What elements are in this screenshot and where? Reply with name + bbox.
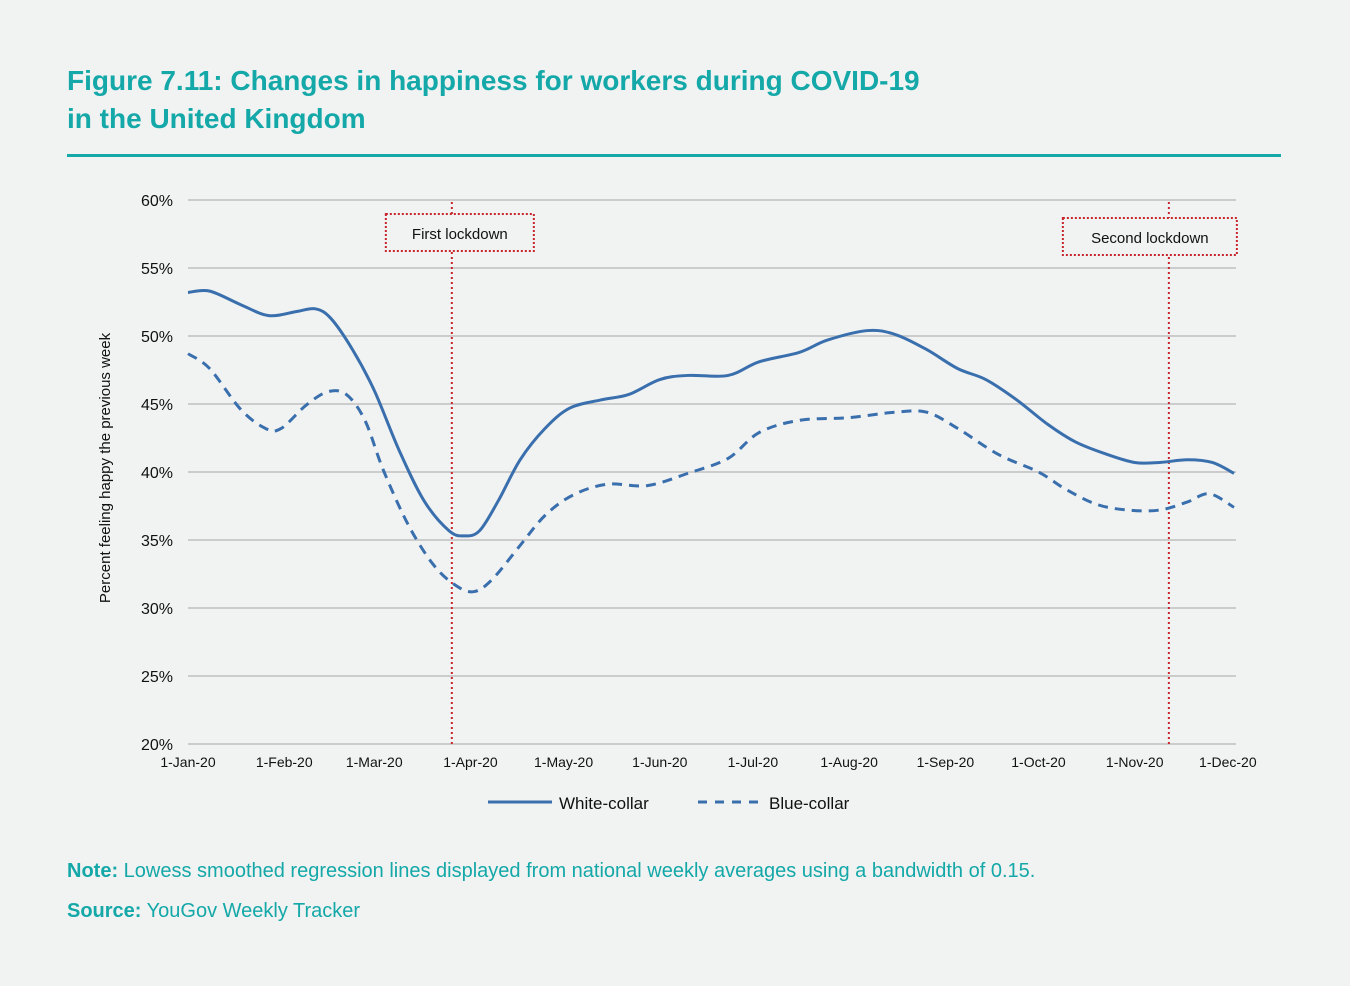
y-tick-label: 50% <box>141 329 173 346</box>
x-tick-label: 1-Sep-20 <box>917 754 975 770</box>
x-tick-label: 1-May-20 <box>534 754 593 770</box>
figure-title: Figure 7.11: Changes in happiness for wo… <box>67 62 1067 138</box>
x-tick-label: 1-Jun-20 <box>632 754 687 770</box>
title-line-2: in the United Kingdom <box>67 103 366 134</box>
x-tick-label: 1-Feb-20 <box>256 754 313 770</box>
x-tick-label: 1-Nov-20 <box>1106 754 1164 770</box>
y-tick-label: 30% <box>141 601 173 618</box>
x-tick-label: 1-Aug-20 <box>820 754 878 770</box>
series-line-white-collar <box>187 288 1235 538</box>
y-tick-label: 25% <box>141 669 173 686</box>
title-divider <box>67 154 1281 157</box>
x-tick-label: 1-Jul-20 <box>728 754 779 770</box>
y-tick-label: 60% <box>141 193 173 210</box>
source-text: YouGov Weekly Tracker <box>141 900 361 922</box>
lockdown-label-box <box>1061 217 1238 256</box>
note-text: Lowess smoothed regression lines display… <box>118 860 1036 882</box>
note-label: Note: <box>67 860 119 882</box>
lockdown-annotations: First lockdown Second lockdown <box>384 202 1238 746</box>
y-tick-label: 20% <box>141 737 173 754</box>
source-label: Source: <box>67 900 142 922</box>
y-tick-label: 45% <box>141 397 173 414</box>
lockdown-label: First lockdown <box>412 226 508 243</box>
x-tick-label: 1-Mar-20 <box>346 754 403 770</box>
lockdown-label: Second lockdown <box>1091 230 1209 247</box>
source: Source: YouGov Weekly Tracker <box>67 900 360 923</box>
legend: White-collar Blue-collar <box>488 794 850 813</box>
x-axis-ticks: 1-Jan-20 1-Feb-20 1-Mar-20 1-Apr-20 1-May-20… <box>160 754 1256 770</box>
y-tick-label: 55% <box>141 261 173 278</box>
y-axis-ticks: 20% 25% 30% 35% 40% 45% 50% 55% 60% <box>141 193 173 754</box>
x-tick-label: 1-Jan-20 <box>160 754 215 770</box>
legend-label: Blue-collar <box>769 794 850 813</box>
y-tick-label: 40% <box>141 465 173 482</box>
y-axis-label: Percent feeling happy the previous week <box>97 332 114 603</box>
x-tick-label: 1-Dec-20 <box>1199 754 1257 770</box>
lockdown-label-box <box>384 213 535 252</box>
title-line-1: Figure 7.11: Changes in happiness for wo… <box>67 65 920 96</box>
gridlines <box>188 199 1236 745</box>
x-tick-label: 1-Oct-20 <box>1011 754 1066 770</box>
legend-label: White-collar <box>559 794 649 813</box>
x-tick-label: 1-Apr-20 <box>443 754 498 770</box>
y-tick-label: 35% <box>141 533 173 550</box>
series-lines <box>187 288 1235 594</box>
note: Note: Lowess smoothed regression lines d… <box>67 860 1035 883</box>
